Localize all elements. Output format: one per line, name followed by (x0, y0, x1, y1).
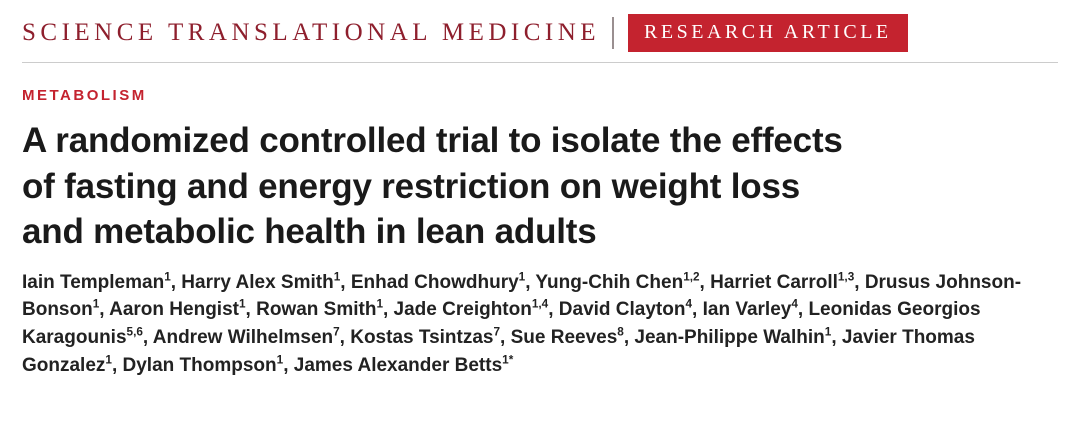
author-affiliation: 1 (164, 270, 171, 284)
author: Iain Templeman1 (22, 270, 171, 293)
author: David Clayton4 (558, 298, 693, 321)
author-affiliation: 4 (685, 298, 693, 312)
author: Jade Creighton1,4 (393, 298, 549, 321)
author-affiliation: 1,2 (683, 270, 700, 284)
author-affiliation: 1 (333, 270, 341, 284)
author-affiliation: 1* (502, 353, 514, 367)
masthead-divider (612, 17, 615, 49)
author: Javier Thomas Gonzalez1 (22, 327, 975, 377)
author-affiliation: 1 (276, 353, 284, 367)
author: Sue Reeves8 (510, 326, 624, 349)
article-title: A randomized controlled trial to isolate… (22, 121, 843, 251)
author: Andrew Wilhelmsen7 (152, 326, 340, 349)
journal-masthead: SCIENCE TRANSLATIONAL MEDICINE RESEARCH … (22, 10, 1058, 62)
author-affiliation: 7 (493, 326, 501, 340)
author: Drusus Johnson-Bonson1 (22, 271, 1022, 321)
author-list: Iain Templeman1, Harry Alex Smith1, Enha… (22, 270, 1022, 377)
journal-name: SCIENCE TRANSLATIONAL MEDICINE (22, 19, 601, 46)
author: Leonidas Georgios Karagounis5,6 (22, 299, 981, 349)
author-affiliation: 1 (376, 298, 383, 312)
author: Kostas Tsintzas7 (350, 326, 501, 349)
author: Ian Varley4 (702, 298, 798, 321)
author: Rowan Smith1 (256, 298, 383, 321)
author: Enhad Chowdhury1 (350, 270, 526, 293)
section-label: METABOLISM (22, 87, 147, 104)
author: James Alexander Betts1* (293, 353, 514, 377)
article-header-page: SCIENCE TRANSLATIONAL MEDICINE RESEARCH … (22, 10, 1058, 377)
author-affiliation: 8 (617, 326, 624, 340)
author-affiliation: 7 (333, 326, 340, 340)
author: Aaron Hengist1 (109, 298, 246, 321)
research-article-badge: RESEARCH ARTICLE (628, 14, 908, 52)
author: Dylan Thompson1 (122, 353, 284, 377)
author: Harriet Carroll1,3 (710, 270, 855, 293)
author: Jean-Philippe Walhin1 (634, 326, 832, 349)
author: Yung-Chih Chen1,2 (535, 270, 700, 293)
author-affiliation: 1 (238, 298, 246, 312)
masthead-rule (22, 62, 1058, 63)
author-affiliation: 1,3 (837, 270, 855, 284)
author-affiliation: 1 (92, 298, 100, 312)
author-affiliation: 5,6 (126, 326, 143, 340)
author-affiliation: 1 (518, 270, 526, 284)
author-affiliation: 1,4 (531, 298, 549, 312)
author-affiliation: 1 (824, 326, 832, 340)
author: Harry Alex Smith1 (181, 270, 341, 293)
author-affiliation: 1 (105, 353, 112, 367)
author-affiliation: 4 (791, 298, 798, 312)
